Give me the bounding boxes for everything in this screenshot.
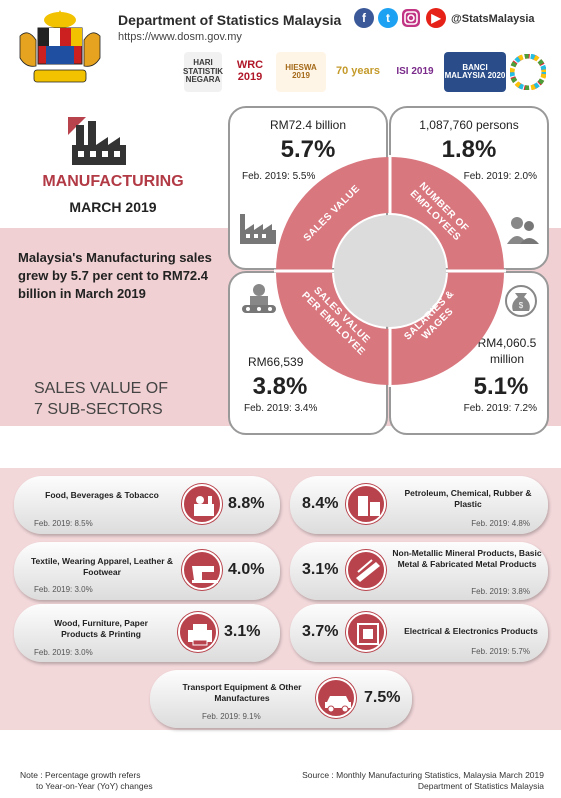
social-handle: @StatsMalaysia: [451, 13, 535, 25]
hari-statistik-negara-logo: HARI STATISTIK NEGARA: [183, 52, 223, 92]
instagram-icon[interactable]: [402, 9, 420, 27]
conveyor-icon: [242, 284, 276, 313]
employees-amount: 1,087,760 persons: [419, 118, 519, 132]
circuit-icon: [346, 612, 386, 652]
youtube-icon[interactable]: ▶: [426, 8, 446, 28]
sales-per-employee-growth: 3.8%: [252, 373, 308, 400]
sales-value-amount: RM72.4 billion: [269, 118, 347, 132]
source-line2: Department of Statistics Malaysia: [417, 781, 544, 791]
employees-icon: [507, 217, 539, 244]
footnote-line1: Note : Percentage growth refers: [20, 770, 141, 780]
sewing-machine-icon: [182, 550, 222, 590]
subsector-name: Non-Metallic Mineral Products, Basic Met…: [392, 548, 542, 569]
footnote-line2: to Year-on-Year (YoY) changes: [36, 781, 153, 791]
footnote: Note : Percentage growth refers to Year-…: [20, 770, 153, 792]
isi-2019-logo: ISI 2019: [390, 52, 440, 92]
subsector-growth: 8.8%: [228, 495, 265, 512]
employees-previous: Feb. 2019: 2.0%: [463, 171, 537, 182]
subsector-food-card: Food, Beverages & Tobacco Feb. 2019: 8.5…: [14, 476, 280, 534]
70-years-logo: 70 years: [330, 52, 386, 92]
subsector-textile-card: Textile, Wearing Apparel, Leather & Foot…: [14, 542, 280, 600]
factory-icon: [68, 117, 126, 165]
subsector-growth: 3.1%: [224, 623, 261, 640]
subsector-name: Wood, Furniture, Paper Products & Printi…: [54, 618, 148, 639]
subsector-previous: Feb. 2019: 8.5%: [34, 519, 93, 528]
malaysia-coat-of-arms-logo: [19, 10, 101, 83]
employees-growth: 1.8%: [441, 136, 497, 163]
salaries-amount: RM4,060.5 million: [477, 336, 537, 366]
subsector-growth: 4.0%: [228, 561, 265, 578]
subsector-name: Food, Beverages & Tobacco: [45, 490, 159, 500]
salaries-growth: 5.1%: [473, 373, 529, 400]
subsector-name: Petroleum, Chemical, Rubber & Plastic: [404, 488, 532, 509]
subsector-growth: 3.7%: [302, 623, 339, 640]
car-icon: [316, 678, 356, 718]
food-icon: [182, 484, 222, 524]
organization-name: Department of Statistics Malaysia: [118, 12, 342, 28]
sales-per-employee-previous: Feb. 2019: 3.4%: [244, 403, 318, 414]
source: Source : Monthly Manufacturing Statistic…: [268, 770, 544, 792]
subsector-petroleum-card: 8.4% Petroleum, Chemical, Rubber & Plast…: [290, 476, 548, 534]
steel-beam-icon: [346, 550, 386, 590]
metrics-ring: [274, 155, 506, 387]
sales-value-growth: 5.7%: [280, 136, 336, 163]
subsector-previous: Feb. 2019: 5.7%: [471, 647, 530, 656]
subsector-previous: Feb. 2019: 9.1%: [202, 712, 261, 721]
twitter-icon[interactable]: t: [378, 8, 398, 28]
subsector-name: Textile, Wearing Apparel, Leather & Foot…: [30, 556, 174, 577]
svg-text:$: $: [519, 301, 524, 310]
subsector-electrical-card: 3.7% Electrical & Electronics Products F…: [290, 604, 548, 662]
sales-value-previous: Feb. 2019: 5.5%: [242, 171, 316, 182]
subsector-name: Transport Equipment & Other Manufactures: [182, 682, 302, 703]
subsector-previous: Feb. 2019: 3.0%: [34, 648, 93, 657]
subsector-growth: 3.1%: [302, 561, 339, 578]
subsectors-heading: SALES VALUE OF 7 SUB-SECTORS: [34, 378, 174, 420]
subsector-wood-card: Wood, Furniture, Paper Products & Printi…: [14, 604, 280, 662]
sdg-wheel-logo: [510, 54, 546, 90]
oil-barrel-icon: [346, 484, 386, 524]
subsector-previous: Feb. 2019: 3.8%: [471, 587, 530, 596]
wrc-2019-logo: WRC 2019: [228, 52, 272, 92]
facebook-icon[interactable]: f: [354, 8, 374, 28]
subsector-name: Electrical & Electronics Products: [404, 626, 538, 636]
subsectors-heading-text: SALES VALUE OF 7 SUB-SECTORS: [34, 380, 168, 418]
subsector-previous: Feb. 2019: 3.0%: [34, 585, 93, 594]
partner-logos: HARI STATISTIK NEGARA WRC 2019 HIESWA 20…: [176, 52, 546, 96]
banci-malaysia-2020-logo: BANCI MALAYSIA 2020: [444, 52, 506, 92]
sales-per-employee-amount: RM66,539: [248, 355, 304, 369]
hieswa-2019-logo: HIESWA 2019: [276, 52, 326, 92]
source-line1: Source : Monthly Manufacturing Statistic…: [302, 770, 544, 780]
salaries-previous: Feb. 2019: 7.2%: [463, 403, 537, 414]
subsector-previous: Feb. 2019: 4.8%: [471, 519, 530, 528]
sector-title: MANUFACTURING: [42, 173, 184, 190]
period-title: MARCH 2019: [69, 199, 157, 215]
website-link[interactable]: https://www.dosm.gov.my: [118, 31, 242, 43]
subsector-growth: 8.4%: [302, 495, 339, 512]
money-bag-icon: $: [505, 285, 537, 317]
printer-icon: [178, 612, 218, 652]
subsector-growth: 7.5%: [364, 689, 401, 706]
headline-text: Malaysia's Manufacturing sales grew by 5…: [18, 250, 212, 301]
factory-icon: [240, 214, 276, 244]
subsector-metal-card: 3.1% Non-Metallic Mineral Products, Basi…: [290, 542, 548, 600]
subsector-transport-card: Transport Equipment & Other Manufactures…: [150, 670, 412, 728]
